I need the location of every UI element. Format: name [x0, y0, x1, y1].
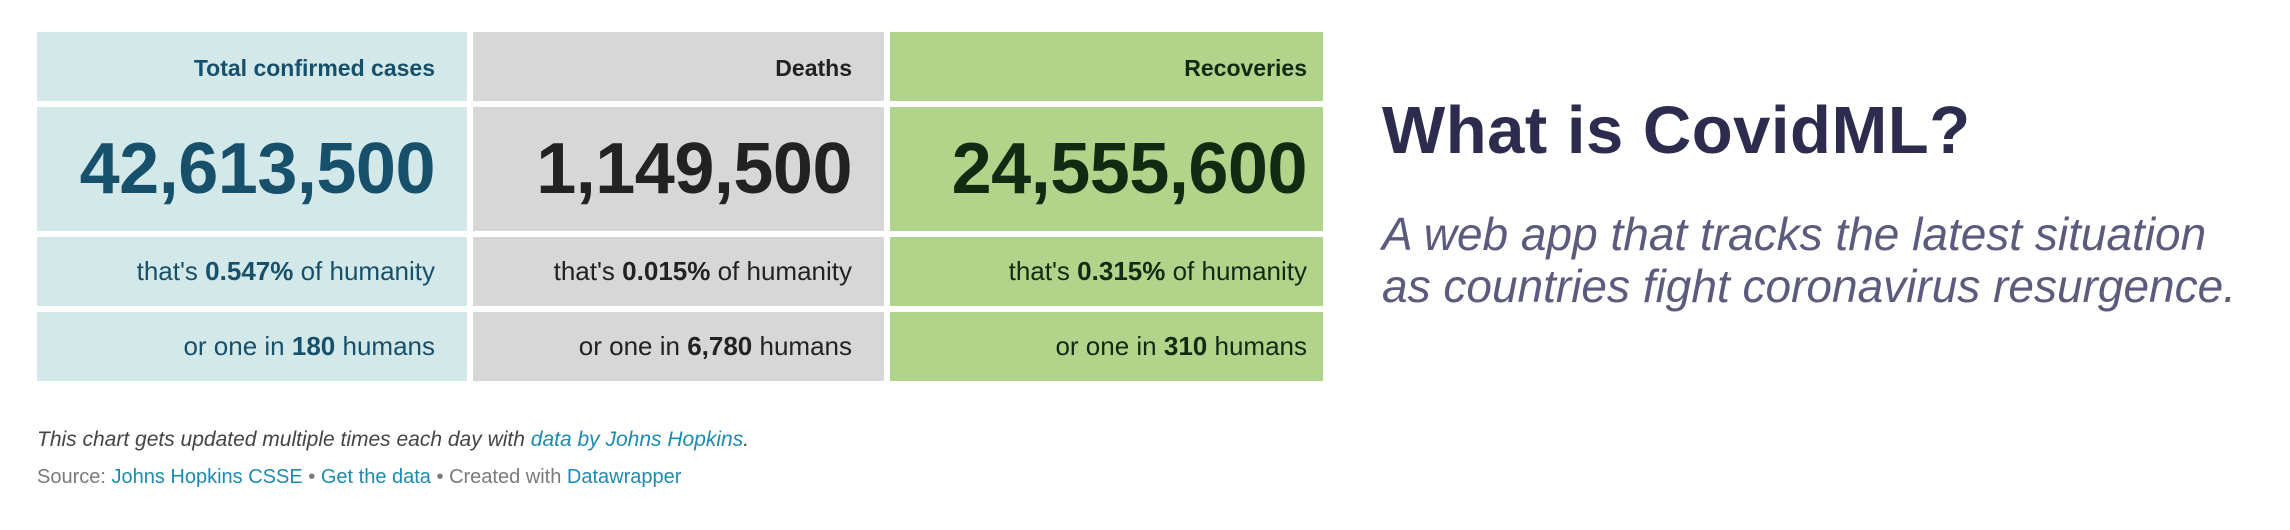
- percent-suffix: of humanity: [300, 256, 435, 286]
- ratio-prefix: or one in: [1055, 331, 1157, 361]
- ratio-suffix: humans: [342, 331, 436, 361]
- percent-suffix: of humanity: [717, 256, 852, 286]
- deaths-ratio: or one in 6,780 humans: [473, 312, 884, 381]
- total-cases-count: 42,613,500: [37, 107, 467, 231]
- percent-prefix: that's: [136, 256, 198, 286]
- created-with-label: Created with: [449, 466, 562, 488]
- percent-prefix: that's: [553, 256, 615, 286]
- deaths-count: 1,149,500: [473, 107, 884, 231]
- header-recoveries: Recoveries: [890, 32, 1323, 101]
- footnote-end: .: [743, 428, 750, 451]
- total-cases-percent: that's 0.547% of humanity: [37, 237, 467, 306]
- jhu-csse-link[interactable]: Johns Hopkins CSSE: [111, 466, 303, 488]
- promo-title: What is CovidML?: [1382, 93, 1971, 168]
- recoveries-ratio: or one in 310 humans: [890, 312, 1323, 381]
- footnote-text: This chart gets updated multiple times e…: [37, 428, 525, 451]
- johns-hopkins-data-link[interactable]: data by Johns Hopkins: [530, 428, 744, 451]
- percent-suffix: of humanity: [1172, 256, 1307, 286]
- ratio-value: 180: [291, 331, 336, 361]
- percent-prefix: that's: [1008, 256, 1070, 286]
- stats-table: Total confirmed cases Deaths Recoveries …: [37, 32, 1323, 381]
- deaths-percent: that's 0.015% of humanity: [473, 237, 884, 306]
- separator-dot: •: [436, 466, 444, 488]
- percent-value: 0.015%: [622, 256, 711, 286]
- ratio-suffix: humans: [1214, 331, 1308, 361]
- recoveries-count: 24,555,600: [890, 107, 1323, 231]
- promo-subtitle: A web app that tracks the latest situati…: [1382, 208, 2236, 312]
- total-cases-ratio: or one in 180 humans: [37, 312, 467, 381]
- datawrapper-link[interactable]: Datawrapper: [566, 466, 682, 488]
- source-line: Source: Johns Hopkins CSSE • Get the dat…: [37, 466, 681, 489]
- header-total-cases: Total confirmed cases: [37, 32, 467, 101]
- percent-value: 0.315%: [1077, 256, 1166, 286]
- percent-value: 0.547%: [205, 256, 294, 286]
- ratio-suffix: humans: [759, 331, 853, 361]
- recoveries-percent: that's 0.315% of humanity: [890, 237, 1323, 306]
- source-label: Source:: [37, 466, 106, 488]
- header-deaths: Deaths: [473, 32, 884, 101]
- ratio-prefix: or one in: [183, 331, 285, 361]
- ratio-value: 310: [1163, 331, 1208, 361]
- ratio-value: 6,780: [687, 331, 753, 361]
- update-footnote: This chart gets updated multiple times e…: [37, 428, 749, 452]
- separator-dot: •: [308, 466, 316, 488]
- get-the-data-link[interactable]: Get the data: [320, 466, 431, 488]
- ratio-prefix: or one in: [578, 331, 680, 361]
